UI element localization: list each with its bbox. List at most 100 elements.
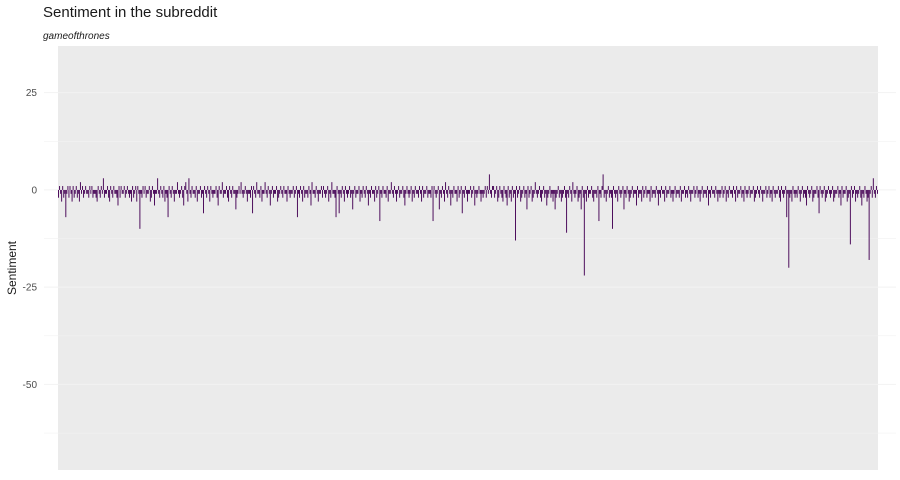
bar bbox=[447, 189, 449, 198]
bar bbox=[512, 189, 514, 198]
bar bbox=[725, 189, 727, 202]
bar bbox=[366, 189, 368, 194]
bar bbox=[352, 189, 354, 210]
bar bbox=[534, 182, 536, 190]
bar bbox=[427, 189, 429, 198]
bar bbox=[685, 189, 686, 198]
bar bbox=[139, 189, 141, 229]
bar bbox=[289, 189, 291, 198]
bar bbox=[759, 189, 761, 198]
bar bbox=[70, 189, 72, 194]
bar bbox=[293, 189, 295, 198]
bar bbox=[802, 189, 804, 198]
bar bbox=[135, 186, 137, 190]
bar bbox=[411, 189, 413, 202]
bar bbox=[595, 189, 597, 194]
bar bbox=[122, 189, 124, 194]
bar bbox=[326, 189, 328, 194]
bar bbox=[711, 186, 713, 190]
bar bbox=[749, 189, 751, 198]
bar bbox=[735, 189, 737, 202]
bar bbox=[368, 189, 370, 194]
bar bbox=[583, 189, 585, 276]
bar bbox=[848, 189, 850, 194]
bar bbox=[744, 186, 746, 190]
bar bbox=[869, 189, 871, 194]
bar bbox=[808, 189, 810, 194]
bar bbox=[358, 186, 360, 190]
bar bbox=[342, 189, 344, 194]
bar bbox=[348, 189, 350, 194]
bar bbox=[600, 189, 602, 198]
bar bbox=[120, 186, 122, 190]
bar bbox=[561, 189, 563, 198]
bar bbox=[271, 186, 273, 190]
bar bbox=[853, 189, 854, 194]
bar bbox=[430, 189, 432, 198]
bar bbox=[87, 189, 89, 194]
bar bbox=[482, 189, 484, 198]
bar bbox=[732, 189, 733, 198]
bar bbox=[118, 186, 120, 190]
bar bbox=[550, 189, 552, 198]
bar bbox=[111, 189, 113, 194]
bar bbox=[270, 189, 272, 194]
bar bbox=[416, 189, 418, 194]
bar bbox=[507, 186, 509, 190]
bar bbox=[405, 189, 407, 194]
bar bbox=[264, 182, 266, 190]
bar bbox=[304, 189, 306, 198]
bar bbox=[481, 189, 483, 194]
bar bbox=[425, 189, 427, 194]
bar bbox=[290, 189, 292, 194]
bar bbox=[100, 186, 102, 190]
bar bbox=[479, 189, 481, 194]
bar bbox=[315, 186, 317, 190]
bar bbox=[272, 189, 274, 198]
bar bbox=[694, 189, 696, 198]
bar bbox=[141, 189, 143, 198]
bar bbox=[144, 186, 146, 190]
bar bbox=[513, 189, 515, 194]
bar bbox=[381, 189, 383, 198]
bar bbox=[422, 186, 424, 190]
bar bbox=[403, 189, 405, 198]
bar bbox=[720, 189, 722, 194]
bar bbox=[468, 189, 469, 194]
bar bbox=[796, 189, 798, 198]
bar bbox=[656, 189, 658, 194]
bar bbox=[769, 189, 771, 198]
bar bbox=[128, 189, 130, 198]
bar bbox=[436, 189, 438, 194]
bar bbox=[753, 189, 755, 202]
bar bbox=[285, 189, 287, 194]
bar bbox=[133, 189, 135, 198]
bar bbox=[705, 189, 707, 198]
bar bbox=[643, 189, 645, 198]
bar bbox=[158, 189, 160, 194]
bar bbox=[298, 189, 299, 194]
bar bbox=[540, 189, 541, 198]
bar bbox=[496, 186, 498, 190]
bar bbox=[316, 189, 318, 194]
bar bbox=[544, 189, 546, 198]
bar bbox=[612, 189, 613, 229]
bar bbox=[678, 189, 680, 198]
bar bbox=[873, 189, 875, 194]
bar bbox=[102, 178, 104, 190]
bar bbox=[434, 189, 436, 194]
bar bbox=[423, 189, 425, 198]
bar bbox=[526, 189, 528, 210]
bar bbox=[536, 189, 538, 198]
bar bbox=[378, 186, 380, 190]
bar bbox=[718, 189, 720, 194]
bar bbox=[693, 186, 695, 190]
bar bbox=[578, 189, 580, 198]
bar bbox=[454, 189, 456, 194]
bar bbox=[704, 189, 706, 194]
bar bbox=[820, 189, 822, 194]
bar bbox=[726, 189, 728, 194]
bar bbox=[559, 189, 561, 194]
bar bbox=[283, 186, 285, 190]
bar bbox=[73, 189, 75, 198]
